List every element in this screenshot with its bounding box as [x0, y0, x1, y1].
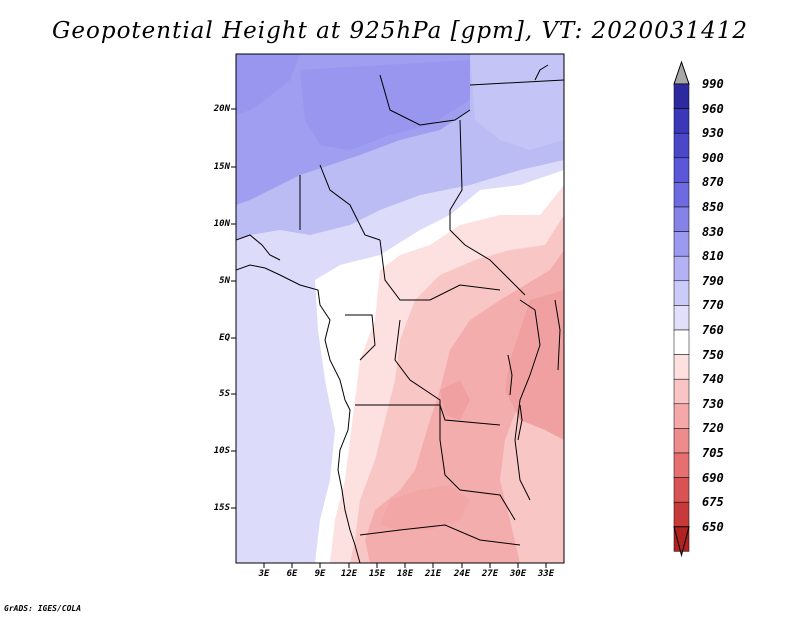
- color-bar-label: 720: [702, 421, 724, 436]
- lat-label-20n: 20N: [213, 104, 230, 114]
- field-north-830b: [236, 54, 300, 115]
- color-bar-label: 705: [702, 446, 724, 460]
- color-bar-label: 830: [702, 224, 724, 239]
- map-title: Geopotential Height at 925hPa [gpm], VT:…: [52, 18, 748, 44]
- lon-label-27e: 27E: [481, 569, 499, 579]
- color-bar-label: 990: [702, 77, 724, 91]
- color-bar-label: 810: [702, 249, 724, 264]
- color-bar-label: 675: [702, 495, 724, 510]
- west-coast: [236, 264, 361, 563]
- color-bar-segment: [673, 329, 690, 355]
- lakes: [507, 354, 523, 441]
- lat-label-5n: 5N: [219, 276, 230, 286]
- lon-ticks: [263, 563, 547, 568]
- color-bar-segment: [673, 132, 690, 159]
- lon-label-21e: 21E: [424, 569, 442, 579]
- boundaries: [236, 64, 564, 563]
- lat-ticks: [231, 108, 236, 509]
- lon-label-18e: 18E: [396, 569, 414, 579]
- color-bar-segment: [673, 231, 690, 257]
- color-bar-label: 930: [702, 126, 724, 141]
- field-pink-south: [380, 485, 470, 530]
- lat-label-10n: 10N: [213, 219, 230, 229]
- color-bar: [673, 60, 690, 558]
- color-bar-segment: [673, 255, 690, 282]
- border-c: [379, 119, 526, 301]
- color-bar-top-arrow: [673, 60, 690, 85]
- color-bar-label: 760: [702, 323, 724, 337]
- border-sw: [355, 404, 521, 546]
- lon-label-30e: 30E: [509, 569, 527, 579]
- color-bar-segment: [673, 182, 690, 208]
- field-north-830: [300, 60, 470, 150]
- border-w: [299, 164, 381, 241]
- color-bar-segment: [673, 305, 690, 331]
- lat-label-10s: 10S: [213, 446, 230, 456]
- color-bar-segment: [673, 403, 690, 429]
- lon-label-15e: 15E: [368, 569, 386, 579]
- height-field: [236, 54, 564, 563]
- color-bar-label: 960: [702, 101, 724, 116]
- color-bar-segment: [673, 428, 690, 454]
- color-bar-segment: [673, 378, 690, 405]
- footer-credit: GrADS: IGES/COLA: [4, 604, 82, 613]
- color-bar-segment: [673, 83, 690, 109]
- lat-label-eq: EQ: [219, 333, 230, 343]
- color-bar-label: 650: [702, 519, 724, 534]
- color-bar-label: 900: [702, 150, 724, 165]
- coast-north: [236, 234, 281, 261]
- lat-label-5s: 5S: [219, 389, 230, 399]
- field-pink-patch: [440, 380, 470, 420]
- lon-label-9e: 9E: [314, 569, 326, 579]
- border-s: [345, 314, 516, 521]
- color-bar-bottom-arrow: [673, 526, 690, 558]
- border-e: [514, 299, 561, 501]
- lon-label-3e: 3E: [258, 569, 270, 579]
- color-bar-label: 690: [702, 470, 724, 485]
- color-bar-label: 770: [702, 298, 724, 313]
- color-bar-segment: [673, 477, 690, 503]
- color-bar-segment: [673, 501, 690, 528]
- color-bar-label: 790: [702, 273, 724, 288]
- color-bar-segment: [673, 206, 690, 232]
- border-n: [379, 74, 564, 126]
- lat-label-15n: 15N: [213, 162, 230, 172]
- color-bar-label: 750: [702, 347, 724, 362]
- lon-label-6e: 6E: [286, 569, 298, 579]
- color-bar-segment: [673, 108, 690, 134]
- color-bar-label: 730: [702, 396, 724, 411]
- lon-label-12e: 12E: [340, 569, 358, 579]
- lon-label-24e: 24E: [453, 569, 471, 579]
- lat-label-15s: 15S: [213, 503, 230, 513]
- map-frame: [235, 53, 565, 564]
- lon-label-33e: 33E: [537, 569, 555, 579]
- color-bar-segment: [673, 280, 690, 306]
- field-ne: [470, 54, 564, 150]
- color-bar-segment: [673, 354, 690, 380]
- color-bar-label: 740: [702, 372, 724, 387]
- color-bar-label: 850: [702, 200, 724, 214]
- color-bar-segment: [673, 157, 690, 183]
- sea-ne: [534, 64, 549, 81]
- color-bar-label: 870: [702, 175, 724, 190]
- color-bar-segment: [673, 452, 690, 478]
